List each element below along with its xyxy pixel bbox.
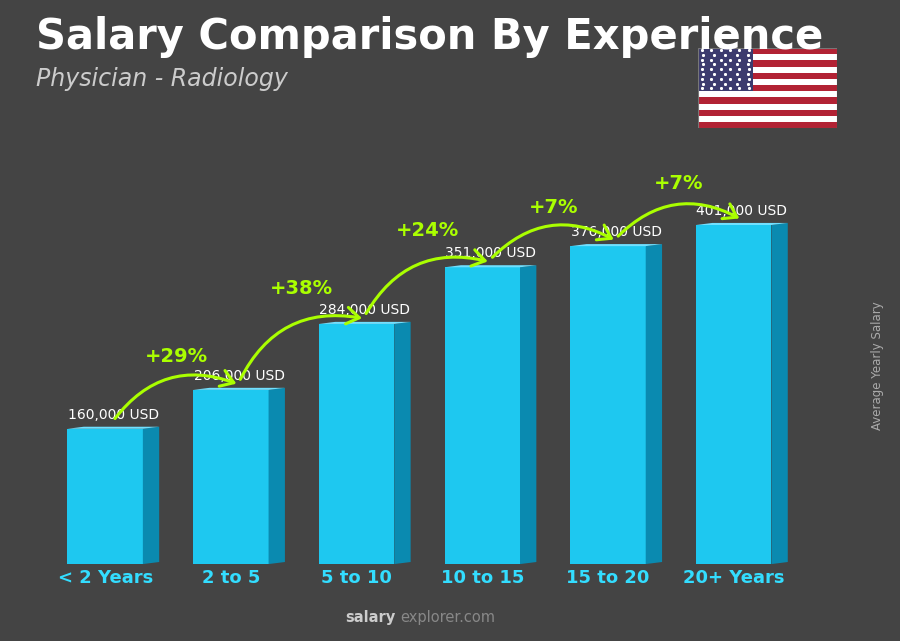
Text: 160,000 USD: 160,000 USD	[68, 408, 159, 422]
Polygon shape	[645, 244, 662, 564]
Bar	[698, 104, 837, 110]
Polygon shape	[194, 388, 285, 390]
Bar	[698, 54, 837, 60]
Text: 401,000 USD: 401,000 USD	[697, 204, 788, 218]
Polygon shape	[571, 246, 645, 564]
Polygon shape	[696, 225, 771, 564]
Bar	[698, 48, 753, 91]
Polygon shape	[696, 223, 788, 225]
Polygon shape	[319, 324, 394, 564]
FancyArrowPatch shape	[115, 370, 234, 419]
Polygon shape	[520, 265, 536, 564]
Polygon shape	[445, 267, 520, 564]
FancyArrowPatch shape	[240, 308, 359, 379]
Polygon shape	[394, 322, 410, 564]
Text: Physician - Radiology: Physician - Radiology	[36, 67, 288, 91]
Text: +7%: +7%	[528, 197, 578, 217]
Bar	[698, 67, 837, 72]
FancyArrowPatch shape	[618, 204, 737, 236]
Bar	[698, 72, 837, 79]
Bar	[698, 48, 837, 54]
Bar	[698, 60, 837, 67]
Polygon shape	[143, 427, 159, 564]
Polygon shape	[445, 265, 536, 267]
Bar	[698, 85, 837, 91]
Text: 284,000 USD: 284,000 USD	[320, 303, 410, 317]
Bar	[698, 110, 837, 116]
Bar	[698, 97, 837, 104]
Bar	[698, 122, 837, 128]
Text: Salary Comparison By Experience: Salary Comparison By Experience	[36, 16, 824, 58]
Text: 351,000 USD: 351,000 USD	[445, 246, 536, 260]
Bar	[698, 116, 837, 122]
Polygon shape	[194, 390, 268, 564]
Polygon shape	[571, 244, 662, 246]
Polygon shape	[771, 223, 788, 564]
Text: 376,000 USD: 376,000 USD	[571, 225, 662, 239]
Text: +29%: +29%	[145, 347, 208, 366]
Text: +38%: +38%	[270, 279, 333, 298]
FancyArrowPatch shape	[366, 250, 485, 313]
Polygon shape	[68, 429, 143, 564]
Text: +24%: +24%	[396, 221, 459, 240]
Text: 206,000 USD: 206,000 USD	[194, 369, 284, 383]
Polygon shape	[268, 388, 285, 564]
Text: explorer.com: explorer.com	[400, 610, 496, 625]
Polygon shape	[68, 427, 159, 429]
FancyArrowPatch shape	[492, 225, 611, 257]
Text: Average Yearly Salary: Average Yearly Salary	[871, 301, 884, 429]
Bar	[698, 79, 837, 85]
Bar	[698, 91, 837, 97]
Polygon shape	[319, 322, 410, 324]
Text: salary: salary	[346, 610, 396, 625]
Text: +7%: +7%	[654, 174, 704, 194]
